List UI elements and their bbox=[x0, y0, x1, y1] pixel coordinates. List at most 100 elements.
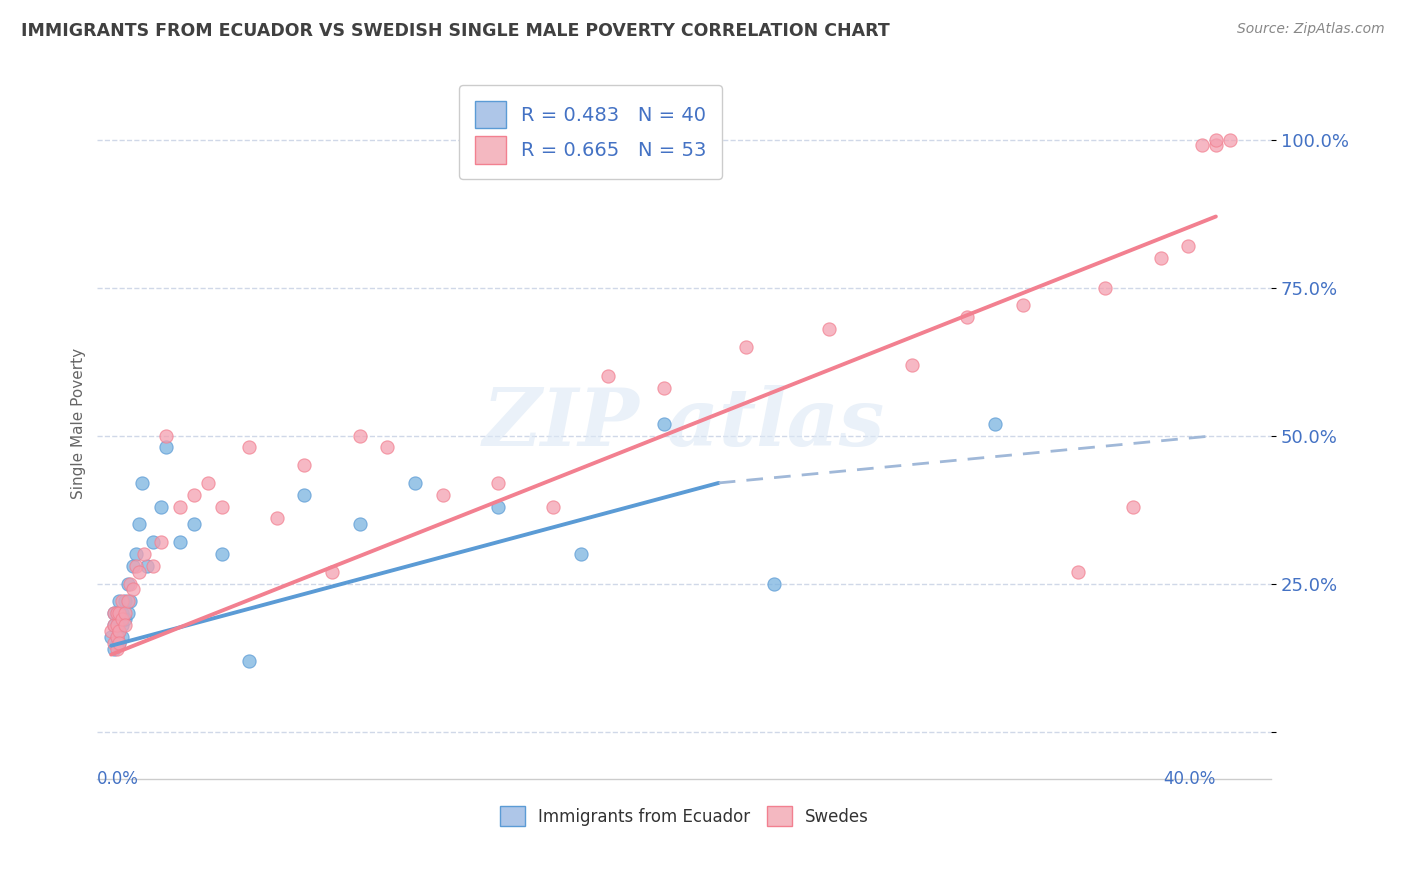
Point bbox=[155, 441, 177, 455]
Text: 40.0%: 40.0% bbox=[1164, 770, 1216, 788]
Point bbox=[100, 630, 122, 644]
Point bbox=[122, 582, 145, 597]
Point bbox=[211, 500, 233, 514]
Point bbox=[111, 594, 134, 608]
Point bbox=[569, 547, 592, 561]
Point bbox=[294, 488, 316, 502]
Point bbox=[134, 547, 156, 561]
Point bbox=[598, 369, 620, 384]
Point bbox=[183, 517, 205, 532]
Point bbox=[901, 358, 924, 372]
Point bbox=[1094, 280, 1116, 294]
Point bbox=[108, 594, 131, 608]
Text: IMMIGRANTS FROM ECUADOR VS SWEDISH SINGLE MALE POVERTY CORRELATION CHART: IMMIGRANTS FROM ECUADOR VS SWEDISH SINGL… bbox=[21, 22, 890, 40]
Point bbox=[541, 500, 564, 514]
Point bbox=[294, 458, 316, 472]
Point bbox=[652, 417, 675, 431]
Point bbox=[122, 558, 145, 573]
Point bbox=[1205, 138, 1227, 153]
Point bbox=[105, 641, 128, 656]
Point bbox=[105, 606, 128, 620]
Point bbox=[103, 618, 125, 632]
Point bbox=[1149, 251, 1171, 265]
Point bbox=[128, 565, 150, 579]
Point bbox=[103, 606, 125, 620]
Text: ZIP atlas: ZIP atlas bbox=[484, 385, 886, 462]
Legend: Immigrants from Ecuador, Swedes: Immigrants from Ecuador, Swedes bbox=[491, 797, 877, 835]
Point bbox=[108, 612, 131, 626]
Point bbox=[108, 624, 131, 638]
Point bbox=[197, 475, 219, 490]
Point bbox=[169, 500, 191, 514]
Point bbox=[103, 606, 125, 620]
Point bbox=[103, 618, 125, 632]
Point bbox=[404, 475, 426, 490]
Point bbox=[105, 636, 128, 650]
Point bbox=[1191, 138, 1213, 153]
Point bbox=[211, 547, 233, 561]
Point bbox=[108, 624, 131, 638]
Point bbox=[117, 606, 139, 620]
Point bbox=[818, 322, 841, 336]
Point bbox=[169, 535, 191, 549]
Point bbox=[321, 565, 343, 579]
Text: Source: ZipAtlas.com: Source: ZipAtlas.com bbox=[1237, 22, 1385, 37]
Point bbox=[103, 641, 125, 656]
Point bbox=[1177, 239, 1199, 253]
Point bbox=[238, 441, 260, 455]
Point bbox=[1219, 132, 1241, 146]
Point bbox=[432, 488, 454, 502]
Point bbox=[735, 340, 758, 354]
Point bbox=[1067, 565, 1090, 579]
Point bbox=[100, 624, 122, 638]
Point bbox=[375, 441, 398, 455]
Point bbox=[956, 310, 979, 325]
Point bbox=[349, 517, 371, 532]
Point bbox=[114, 594, 136, 608]
Point bbox=[120, 576, 142, 591]
Point bbox=[183, 488, 205, 502]
Point bbox=[111, 612, 134, 626]
Point bbox=[984, 417, 1007, 431]
Point bbox=[111, 630, 134, 644]
Point bbox=[349, 428, 371, 442]
Point bbox=[652, 381, 675, 395]
Point bbox=[114, 612, 136, 626]
Y-axis label: Single Male Poverty: Single Male Poverty bbox=[72, 348, 86, 500]
Point bbox=[1122, 500, 1144, 514]
Point bbox=[103, 636, 125, 650]
Text: 0.0%: 0.0% bbox=[97, 770, 139, 788]
Point bbox=[117, 594, 139, 608]
Point bbox=[108, 636, 131, 650]
Point bbox=[108, 636, 131, 650]
Point bbox=[142, 558, 165, 573]
Point bbox=[131, 475, 153, 490]
Point bbox=[762, 576, 785, 591]
Point bbox=[125, 558, 148, 573]
Point bbox=[111, 606, 134, 620]
Point bbox=[486, 500, 509, 514]
Point bbox=[105, 606, 128, 620]
Point bbox=[136, 558, 159, 573]
Point bbox=[114, 618, 136, 632]
Point bbox=[1011, 298, 1033, 312]
Point bbox=[142, 535, 165, 549]
Point bbox=[117, 576, 139, 591]
Point bbox=[486, 475, 509, 490]
Point bbox=[111, 618, 134, 632]
Point bbox=[238, 653, 260, 667]
Point bbox=[114, 606, 136, 620]
Point bbox=[120, 594, 142, 608]
Point bbox=[1205, 132, 1227, 146]
Point bbox=[266, 511, 288, 525]
Point bbox=[105, 630, 128, 644]
Point bbox=[155, 428, 177, 442]
Point bbox=[125, 547, 148, 561]
Point bbox=[105, 618, 128, 632]
Point bbox=[105, 618, 128, 632]
Point bbox=[108, 606, 131, 620]
Point bbox=[105, 630, 128, 644]
Point bbox=[149, 535, 172, 549]
Point bbox=[128, 517, 150, 532]
Point bbox=[149, 500, 172, 514]
